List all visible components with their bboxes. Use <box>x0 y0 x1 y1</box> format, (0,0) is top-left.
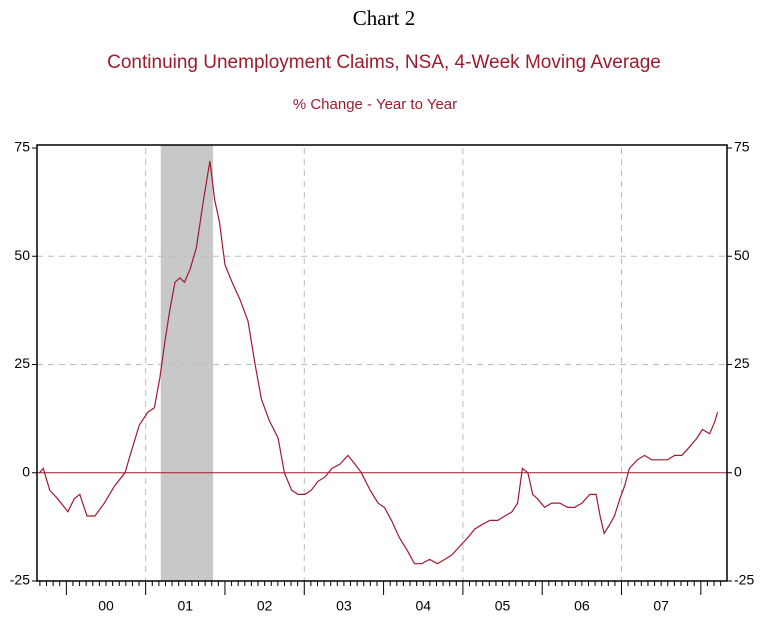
x-tick-label: 01 <box>178 598 194 614</box>
y-tick-label: 50 <box>14 247 30 263</box>
x-tick-label: 03 <box>336 598 352 614</box>
data-line <box>38 160 719 565</box>
y2-tick-label: 25 <box>734 355 750 371</box>
y-tick-label: 25 <box>14 355 30 371</box>
chart-subtitle: % Change - Year to Year <box>293 96 457 113</box>
plot-frame <box>36 144 728 582</box>
y-tick-label: 0 <box>22 463 30 479</box>
chart-header: Chart 2 <box>353 6 415 30</box>
y2-tick-label: -25 <box>734 572 754 588</box>
x-tick-label: 07 <box>653 598 669 614</box>
y-tick-label: -25 <box>10 572 30 588</box>
x-tick-label: 04 <box>415 598 431 614</box>
x-tick-label: 06 <box>574 598 590 614</box>
x-tick-label: 05 <box>495 598 511 614</box>
y2-tick-label: 75 <box>734 139 750 155</box>
x-tick-label: 00 <box>98 598 114 614</box>
y2-tick-label: 50 <box>734 247 750 263</box>
recession-shade <box>160 145 214 581</box>
y-tick-label: 75 <box>14 139 30 155</box>
y2-tick-label: 0 <box>734 463 742 479</box>
x-tick-label: 02 <box>257 598 273 614</box>
chart-title: Continuing Unemployment Claims, NSA, 4-W… <box>107 52 661 73</box>
